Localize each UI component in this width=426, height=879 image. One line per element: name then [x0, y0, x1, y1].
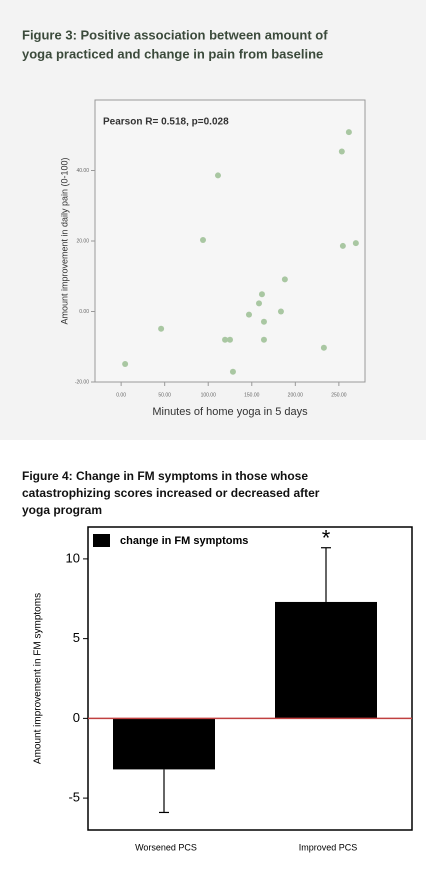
point	[339, 242, 346, 249]
point	[320, 344, 327, 351]
point	[345, 129, 352, 136]
point	[352, 240, 359, 247]
x-tick-label: 50.00	[158, 392, 171, 398]
annotation: Pearson R= 0.518, p=0.028	[103, 117, 229, 128]
point	[245, 311, 252, 318]
y-tick-label: 10	[66, 550, 80, 565]
point	[256, 300, 263, 307]
point	[214, 172, 221, 179]
x-tick-label: 150.00	[244, 392, 260, 398]
x-tick-label: 100.00	[201, 392, 217, 398]
x-axis-label: Minutes of home yoga in 5 days	[152, 406, 308, 418]
chart-title: yoga program	[22, 503, 102, 517]
y-tick-label: 40.00	[76, 168, 89, 174]
point	[260, 336, 267, 343]
x-tick-label: Improved PCS	[299, 842, 358, 852]
point	[260, 318, 267, 325]
chart-title: yoga practiced and change in pain from b…	[22, 46, 323, 61]
point	[222, 336, 229, 343]
y-axis-label: Amount improvement in FM symptoms	[33, 593, 44, 764]
y-axis-label: Amount improvement in daily pain (0-100)	[59, 157, 69, 324]
y-tick-label: 0.00	[79, 309, 89, 315]
point	[158, 325, 165, 332]
point	[258, 291, 265, 298]
y-tick-label: 0	[73, 710, 80, 725]
bar	[113, 718, 215, 770]
y-tick-label: -5	[68, 790, 80, 805]
point	[227, 336, 233, 343]
chart-title: Figure 3: Positive association between a…	[22, 27, 328, 42]
y-tick-label: -20.00	[75, 379, 89, 385]
bar	[275, 601, 377, 719]
x-tick-label: Worsened PCS	[135, 842, 197, 852]
x-tick-label: 200.00	[288, 392, 304, 398]
point	[338, 148, 345, 155]
x-tick-label: 250.00	[331, 392, 347, 398]
point	[122, 361, 129, 368]
x-tick-label: 0.00	[116, 392, 126, 398]
chart-title: Figure 4: Change in FM symptoms in those…	[22, 469, 308, 483]
point	[281, 276, 288, 283]
point	[277, 308, 284, 315]
y-tick-label: 5	[73, 630, 80, 645]
chart-title: catastrophizing scores increased or decr…	[22, 486, 320, 500]
annotation: *	[322, 526, 331, 551]
point	[200, 236, 206, 243]
legend-swatch	[93, 534, 110, 547]
y-tick-label: 20.00	[76, 238, 89, 244]
legend-label: change in FM symptoms	[120, 535, 248, 547]
point	[229, 368, 236, 375]
plot-area	[94, 99, 366, 383]
